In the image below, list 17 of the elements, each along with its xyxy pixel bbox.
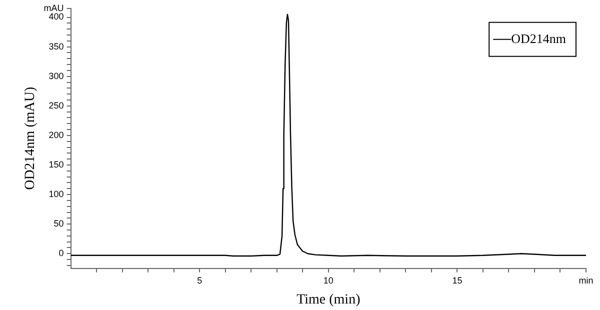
legend-label: OD214nm: [511, 30, 566, 46]
y-tick-label: 250: [48, 100, 64, 110]
y-tick-label: 50: [54, 218, 64, 229]
x-tick-label: 15: [452, 275, 462, 286]
y-axis-title: OD214nm (mAU): [23, 86, 38, 190]
x-tick-label: 10: [323, 275, 334, 286]
y-tick-label: 350: [48, 41, 64, 52]
x-axis-title: Time (min): [296, 292, 361, 308]
y-tick-label: 0: [58, 248, 64, 258]
x-tick-label: 5: [197, 275, 202, 286]
y-tick-label: 100: [48, 189, 64, 200]
x-tick-label: min: [578, 275, 594, 286]
y-tick-label: 400: [48, 12, 64, 22]
y-tick-label: 300: [48, 70, 64, 81]
y-tick-label: 150: [48, 159, 64, 170]
y-tick-label: mAU: [44, 2, 64, 13]
y-tick-label: 200: [48, 130, 64, 140]
